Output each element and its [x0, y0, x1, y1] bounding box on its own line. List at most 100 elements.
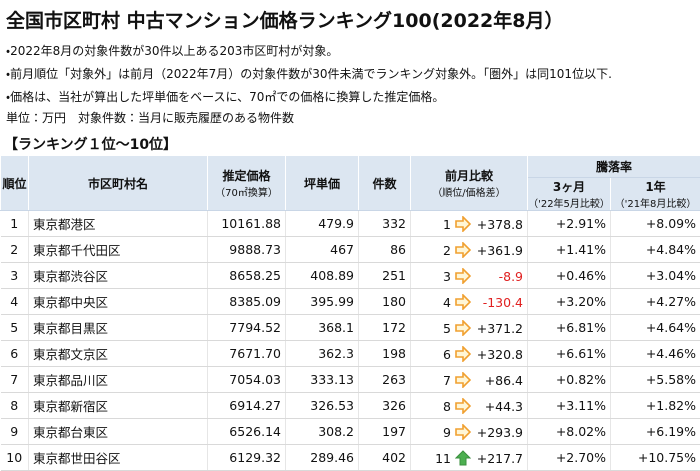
tsubo-cell: 395.99: [286, 289, 359, 315]
count-cell: 263: [359, 367, 411, 393]
title: 全国市区町村 中古マンション価格ランキング100(2022年8月）: [6, 6, 564, 33]
note: ・価格は、当社が算出した坪単価をベースに、70㎡での価格に換算した推定価格。: [6, 88, 444, 105]
change-3m-cell: +2.70%: [528, 445, 611, 471]
trend-arrow: [455, 268, 471, 284]
rank-cell: 4: [1, 289, 29, 315]
price-cell: 7794.52: [208, 315, 286, 341]
count-cell: 197: [359, 419, 411, 445]
prev-rank: 8: [415, 399, 451, 414]
section-heading: 【ランキング１位〜10位】: [4, 134, 177, 154]
arrow-right: [456, 217, 470, 231]
arrow-right: [456, 347, 470, 361]
change-1y-cell: +5.58%: [611, 367, 700, 393]
header-cell: 騰落率: [528, 156, 700, 178]
rank-cell: 1: [1, 211, 29, 237]
price-cell: 9888.73: [208, 237, 286, 263]
change-1y-cell: +1.82%: [611, 393, 700, 419]
note: 単位：万円 対象件数：当月に販売履歴のある物件数: [6, 109, 294, 126]
header-cell: 3ヶ月（'22年5月比較）: [528, 178, 611, 211]
prev-cell: 3 -8.9: [411, 263, 528, 289]
change-3m-cell: +2.91%: [528, 211, 611, 237]
name-cell: 東京都文京区: [29, 341, 208, 367]
note: ・前月順位「対象外」は前月（2022年7月）の対象件数が30件未満でランキング対…: [6, 65, 612, 82]
count-cell: 251: [359, 263, 411, 289]
prev-rank: 6: [415, 347, 451, 362]
change-1y-cell: +4.64%: [611, 315, 700, 341]
prev-rank: 2: [415, 243, 451, 258]
name-cell: 東京都世田谷区: [29, 445, 208, 471]
header-cell: 推定価格（70㎡換算）: [208, 156, 286, 211]
count-cell: 326: [359, 393, 411, 419]
rank-cell: 6: [1, 341, 29, 367]
tsubo-cell: 368.1: [286, 315, 359, 341]
prev-diff: +378.8: [471, 217, 523, 232]
header-cell: 1年（'21年8月比較）: [611, 178, 700, 211]
price-cell: 6129.32: [208, 445, 286, 471]
name-cell: 東京都港区: [29, 211, 208, 237]
prev-diff: +44.3: [471, 399, 523, 414]
header-text: 坪単価: [304, 177, 340, 191]
change-1y-cell: +8.09%: [611, 211, 700, 237]
prev-cell: 1+378.8: [411, 211, 528, 237]
count-cell: 180: [359, 289, 411, 315]
prev-diff: +371.2: [471, 321, 523, 336]
name-cell: 東京都渋谷区: [29, 263, 208, 289]
change-3m-cell: +0.82%: [528, 367, 611, 393]
prev-diff: +86.4: [471, 373, 523, 388]
prev-diff: -130.4: [471, 295, 523, 310]
prev-diff: +217.7: [471, 451, 523, 466]
prev-rank: 11: [415, 451, 451, 466]
change-1y-cell: +3.04%: [611, 263, 700, 289]
header-text: 1年: [645, 180, 665, 194]
change-1y-cell: +4.84%: [611, 237, 700, 263]
tsubo-cell: 326.53: [286, 393, 359, 419]
name-cell: 東京都新宿区: [29, 393, 208, 419]
header-text: 推定価格: [222, 169, 270, 183]
header-text: 騰落率: [596, 160, 632, 174]
rank-cell: 10: [1, 445, 29, 471]
prev-diff: -8.9: [471, 269, 523, 284]
tsubo-cell: 289.46: [286, 445, 359, 471]
ranking-table: 順位 市区町村名 推定価格（70㎡換算） 坪単価 件数 前月比較（順位/価格差）…: [0, 155, 700, 471]
rank-cell: 3: [1, 263, 29, 289]
trend-arrow: [455, 424, 471, 440]
prev-diff: +293.9: [471, 425, 523, 440]
change-3m-cell: +3.20%: [528, 289, 611, 315]
header-text: 市区町村名: [88, 177, 148, 191]
rank-cell: 5: [1, 315, 29, 341]
tsubo-cell: 479.9: [286, 211, 359, 237]
tsubo-cell: 362.3: [286, 341, 359, 367]
tsubo-cell: 408.89: [286, 263, 359, 289]
prev-rank: 3: [415, 269, 451, 284]
trend-arrow: [455, 242, 471, 258]
trend-arrow: [455, 294, 471, 310]
change-3m-cell: +3.11%: [528, 393, 611, 419]
trend-arrow: [455, 346, 471, 362]
header-text: 順位: [2, 177, 26, 191]
header-subtext: （'21年8月比較）: [611, 195, 700, 210]
change-1y-cell: +6.19%: [611, 419, 700, 445]
arrow-right: [456, 399, 470, 413]
prev-cell: 9+293.9: [411, 419, 528, 445]
tsubo-cell: 308.2: [286, 419, 359, 445]
rank-cell: 8: [1, 393, 29, 419]
prev-rank: 7: [415, 373, 451, 388]
header-subtext: （順位/価格差）: [411, 184, 527, 199]
prev-cell: 4 -130.4: [411, 289, 528, 315]
rank-cell: 2: [1, 237, 29, 263]
change-1y-cell: +4.46%: [611, 341, 700, 367]
count-cell: 198: [359, 341, 411, 367]
prev-rank: 4: [415, 295, 451, 310]
arrow-right: [456, 295, 470, 309]
price-cell: 8658.25: [208, 263, 286, 289]
price-cell: 6526.14: [208, 419, 286, 445]
price-cell: 7054.03: [208, 367, 286, 393]
header-text: 件数: [372, 177, 396, 191]
